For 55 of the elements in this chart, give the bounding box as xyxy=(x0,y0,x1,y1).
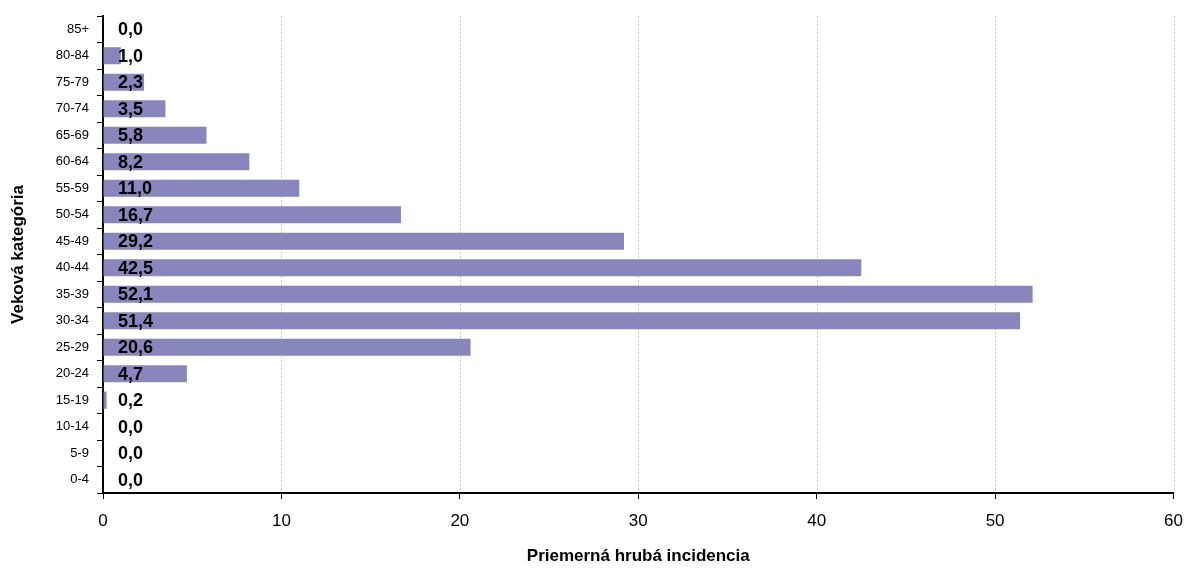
y-tick-label: 80-84 xyxy=(55,47,89,63)
data-label: 5,8 xyxy=(118,125,144,146)
data-label: 16,7 xyxy=(118,204,154,225)
data-label: 52,1 xyxy=(118,284,154,305)
data-label: 20,6 xyxy=(118,337,154,358)
bar xyxy=(103,153,250,171)
x-tick-label: 10 xyxy=(271,510,291,530)
data-label: 3,5 xyxy=(118,98,144,119)
data-label: 2,3 xyxy=(118,72,144,93)
y-tick-label: 15-19 xyxy=(55,391,89,407)
x-axis-title: Priemerná hrubá incidencia xyxy=(526,546,751,566)
y-tick-label: 55-59 xyxy=(55,179,89,195)
y-tick-label: 20-24 xyxy=(55,365,89,381)
y-tick-label: 70-74 xyxy=(55,100,89,116)
y-tick-label: 75-79 xyxy=(55,73,89,89)
y-tick-label: 45-49 xyxy=(55,232,89,248)
data-label: 4,7 xyxy=(118,363,144,384)
data-label: 51,4 xyxy=(118,310,154,331)
bar xyxy=(103,179,300,197)
bar xyxy=(103,259,862,277)
data-label: 0,0 xyxy=(118,19,144,40)
data-label: 29,2 xyxy=(118,231,154,252)
y-tick-label: 40-44 xyxy=(55,259,89,275)
data-label: 42,5 xyxy=(118,257,154,278)
y-tick-label: 85+ xyxy=(66,20,89,36)
y-tick-label: 30-34 xyxy=(55,312,89,328)
data-label: 0,0 xyxy=(118,443,144,464)
y-tick-label: 60-64 xyxy=(55,153,89,169)
bar xyxy=(103,391,107,409)
y-tick-label: 65-69 xyxy=(55,126,89,142)
x-tick-label: 20 xyxy=(450,510,470,530)
data-label: 0,0 xyxy=(118,416,144,437)
x-tick-label: 50 xyxy=(985,510,1005,530)
bar xyxy=(103,206,401,224)
y-tick-label: 5-9 xyxy=(70,444,89,460)
bar xyxy=(103,312,1021,330)
y-axis-title: Veková kategória xyxy=(7,184,27,324)
x-tick-label: 0 xyxy=(98,510,108,530)
x-tick-label: 60 xyxy=(1164,510,1184,530)
y-tick-label: 35-39 xyxy=(55,285,89,301)
bar xyxy=(103,338,471,356)
data-label: 8,2 xyxy=(118,151,144,172)
y-tick-label: 25-29 xyxy=(55,338,89,354)
bar xyxy=(103,232,624,250)
y-tick-label: 0-4 xyxy=(70,471,89,487)
data-label: 0,2 xyxy=(118,390,144,411)
bar xyxy=(103,285,1033,303)
data-label: 1,0 xyxy=(118,45,144,66)
y-tick-label: 10-14 xyxy=(55,418,89,434)
x-tick-label: 40 xyxy=(807,510,827,530)
data-label: 11,0 xyxy=(118,178,153,199)
data-label: 0,0 xyxy=(118,469,144,490)
x-tick-label: 30 xyxy=(628,510,648,530)
bar xyxy=(103,47,121,65)
y-tick-label: 50-54 xyxy=(55,206,89,222)
